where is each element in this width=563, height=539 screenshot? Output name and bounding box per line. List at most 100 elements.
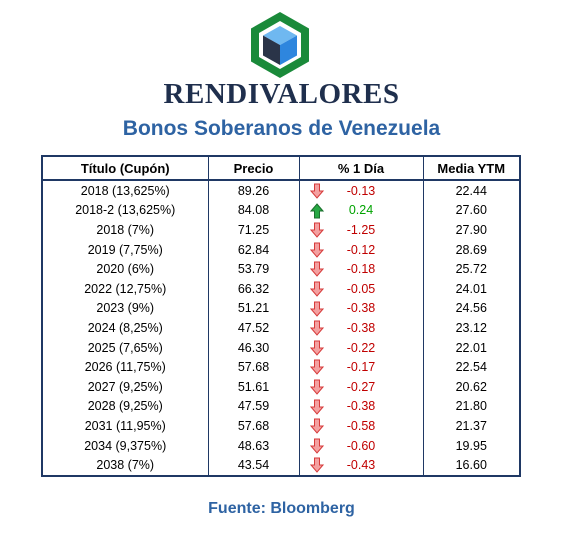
bond-change-value: -0.27	[346, 379, 376, 394]
bond-change-value: 0.24	[348, 203, 374, 218]
bond-ytm: 22.01	[422, 337, 520, 358]
bond-ytm: 16.60	[422, 455, 520, 476]
bond-change-value: -0.17	[346, 360, 376, 375]
arrow-up-icon	[309, 202, 324, 219]
bond-change-cell: -0.38	[298, 396, 423, 417]
bond-ytm: 22.54	[422, 357, 520, 377]
bond-change-cell: -0.13	[298, 180, 423, 201]
arrow-down-icon	[309, 359, 324, 376]
bond-price: 48.63	[207, 435, 299, 456]
table-row: 2018-2 (13,625%) 84.08 0.24 27.60	[42, 200, 520, 221]
bond-price: 51.21	[207, 298, 299, 319]
bond-title: 2034 (9,375%)	[84, 438, 167, 453]
bond-ytm: 27.60	[422, 200, 520, 221]
bond-change-value: -0.05	[346, 281, 376, 296]
bond-title: 2019 (7,75%)	[87, 242, 163, 257]
table-row: 2026 (11,75%) 57.68 -0.17 22.54	[42, 357, 520, 377]
bond-change-cell: -0.43	[298, 455, 423, 476]
bond-change-value: -0.38	[346, 399, 376, 414]
arrow-down-icon	[309, 261, 324, 278]
bond-title: 2018 (7%)	[96, 222, 155, 237]
bond-price: 62.84	[207, 239, 299, 260]
bond-title: 2038 (7%)	[96, 458, 155, 473]
bond-change-value: -0.22	[346, 340, 376, 355]
table-row: 2018 (7%) 71.25 -1.25 27.90	[42, 220, 520, 240]
bond-change-cell: -0.27	[298, 376, 423, 397]
table-row: 2027 (9,25%) 51.61 -0.27 20.62	[42, 376, 520, 397]
bond-change-value: -0.12	[346, 242, 376, 257]
bond-title: 2018-2 (13,625%)	[75, 203, 176, 218]
arrow-down-icon	[309, 301, 324, 317]
header-price: Precio	[207, 156, 299, 181]
bonds-table: Título (Cupón) Precio % 1 Día Media YTM …	[41, 155, 521, 477]
bond-change-value: -0.13	[346, 183, 376, 198]
bond-change-cell: -0.18	[298, 259, 423, 279]
table-header-row: Título (Cupón) Precio % 1 Día Media YTM	[42, 156, 520, 181]
table-row: 2025 (7,65%) 46.30 -0.22 22.01	[42, 337, 520, 358]
bond-change-cell: -0.38	[298, 298, 423, 319]
arrow-down-icon	[309, 379, 324, 395]
bond-title: 2027 (9,25%)	[87, 379, 163, 394]
bond-ytm: 23.12	[422, 318, 520, 338]
table-row: 2028 (9,25%) 47.59 -0.38 21.80	[42, 396, 520, 417]
bond-price: 89.26	[207, 180, 299, 201]
page-title: Bonos Soberanos de Venezuela	[122, 117, 441, 140]
header-ytm: Media YTM	[422, 156, 520, 181]
bond-price: 84.08	[207, 200, 299, 221]
bond-title: 2020 (6%)	[96, 262, 155, 277]
bond-ytm: 24.56	[422, 298, 520, 319]
bond-price: 47.59	[207, 396, 299, 417]
bond-price: 46.30	[207, 337, 299, 358]
bond-price: 57.68	[207, 416, 299, 436]
bond-change-cell: -1.25	[298, 220, 423, 240]
bond-ytm: 25.72	[422, 259, 520, 279]
bond-price: 66.32	[207, 278, 299, 299]
bond-ytm: 19.95	[422, 435, 520, 456]
table-row: 2031 (11,95%) 57.68 -0.58 21.37	[42, 416, 520, 436]
bond-ytm: 22.44	[422, 180, 520, 201]
header-title: Título (Cupón)	[42, 156, 208, 181]
table-row: 2034 (9,375%) 48.63 -0.60 19.95	[42, 435, 520, 456]
bond-change-value: -0.60	[346, 438, 376, 453]
bond-change-cell: -0.12	[298, 239, 423, 260]
bond-change-value: -0.38	[346, 301, 376, 316]
arrow-down-icon	[309, 399, 324, 415]
arrow-down-icon	[309, 183, 324, 199]
bond-title: 2023 (9%)	[96, 301, 155, 316]
arrow-down-icon	[309, 340, 324, 356]
bond-price: 47.52	[207, 318, 299, 338]
bond-ytm: 28.69	[422, 239, 520, 260]
bond-ytm: 24.01	[422, 278, 520, 299]
bond-change-value: -0.38	[346, 320, 376, 335]
table-row: 2038 (7%) 43.54 -0.43 16.60	[42, 455, 520, 476]
bond-title: 2031 (11,95%)	[84, 418, 166, 433]
bond-ytm: 27.90	[422, 220, 520, 240]
bond-price: 43.54	[207, 455, 299, 476]
bond-title: 2028 (9,25%)	[87, 399, 163, 414]
table-row: 2020 (6%) 53.79 -0.18 25.72	[42, 259, 520, 279]
bond-change-value: -0.18	[346, 262, 376, 277]
brand-name: RENDIVALORES	[163, 78, 400, 110]
bond-change-cell: 0.24	[298, 200, 423, 221]
arrow-down-icon	[309, 281, 324, 297]
bond-change-cell: -0.05	[298, 278, 423, 299]
arrow-down-icon	[309, 242, 324, 258]
arrow-down-icon	[309, 418, 324, 434]
arrow-down-icon	[309, 438, 324, 454]
rendivalores-logo-icon	[251, 12, 309, 78]
bond-change-cell: -0.60	[298, 435, 423, 456]
bond-ytm: 21.37	[422, 416, 520, 436]
bond-change-cell: -0.22	[298, 337, 423, 358]
bond-ytm: 21.80	[422, 396, 520, 417]
bond-price: 53.79	[207, 259, 299, 279]
bond-change-value: -0.43	[346, 458, 376, 473]
bond-title: 2024 (8,25%)	[87, 320, 163, 335]
table-row: 2019 (7,75%) 62.84 -0.12 28.69	[42, 239, 520, 260]
bond-change-cell: -0.58	[298, 416, 423, 436]
arrow-down-icon	[309, 320, 324, 336]
table-row: 2023 (9%) 51.21 -0.38 24.56	[42, 298, 520, 319]
bond-price: 51.61	[207, 376, 299, 397]
header-change: % 1 Día	[298, 156, 423, 181]
table-row: 2022 (12,75%) 66.32 -0.05 24.01	[42, 278, 520, 299]
arrow-down-icon	[309, 457, 324, 474]
